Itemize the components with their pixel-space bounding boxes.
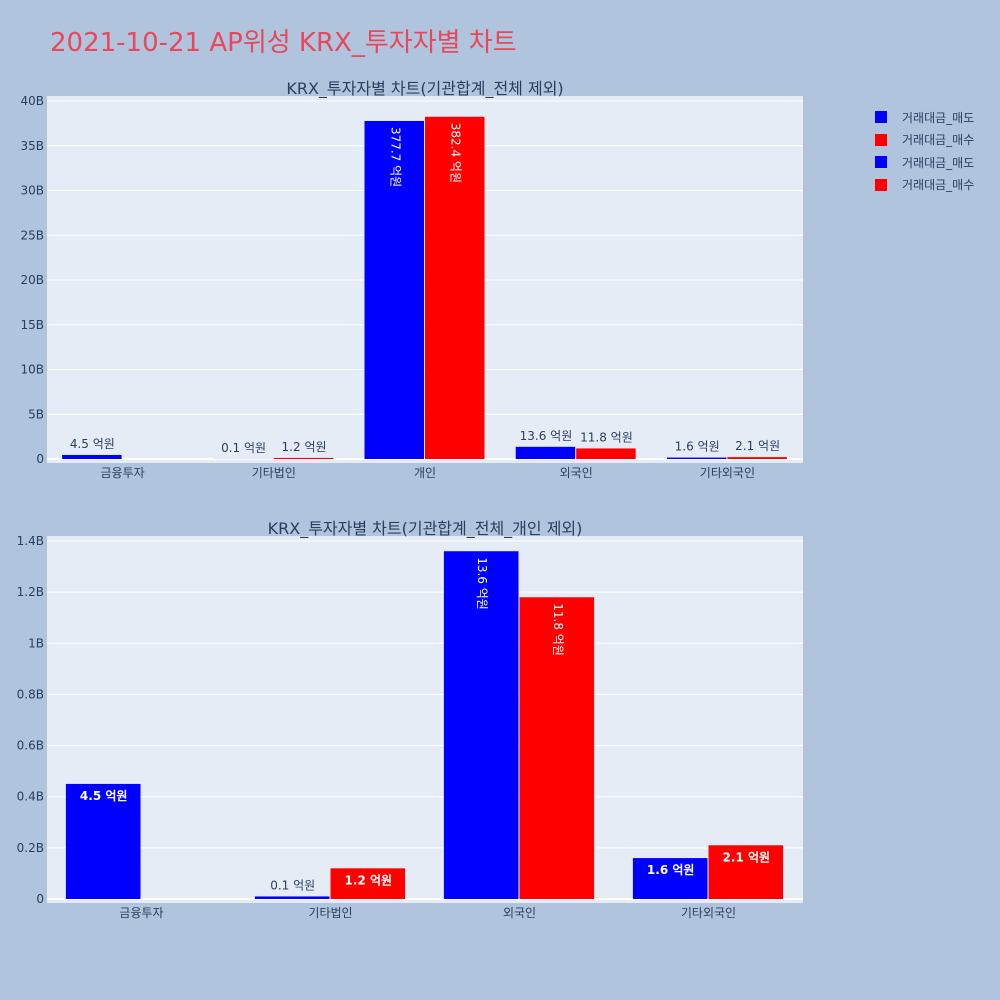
chart-title: KRX_투자자별 차트(기관합계_전체_개인 제외) <box>268 519 583 539</box>
legend-item[interactable]: 거래대금_매수 <box>875 174 974 197</box>
y-tick-label: 1B <box>28 636 44 650</box>
x-tick-label: 기타법인 <box>252 466 296 480</box>
legend-item[interactable]: 거래대금_매도 <box>875 106 974 129</box>
bar <box>632 858 708 899</box>
x-tick-label: 기타법인 <box>308 906 352 920</box>
legend: 거래대금_매도 거래대금_매수 거래대금_매도 거래대금_매수 <box>875 106 974 196</box>
plot-area <box>47 536 803 903</box>
bar <box>425 116 485 459</box>
y-tick-label: 15B <box>20 318 44 332</box>
x-tick-label: 금융투자 <box>101 466 145 480</box>
legend-label: 거래대금_매수 <box>902 178 975 193</box>
data-label: 2.1 억원 <box>735 439 780 453</box>
data-label: 382.4 억원 <box>449 123 463 183</box>
bar <box>666 457 727 459</box>
y-tick-label: 30B <box>20 184 44 198</box>
y-tick-label: 25B <box>20 228 44 242</box>
bar <box>364 120 424 460</box>
x-tick-label: 금융투자 <box>119 906 163 920</box>
legend-label: 거래대금_매도 <box>902 110 975 125</box>
legend-swatch <box>875 156 887 169</box>
data-label: 4.5 억원 <box>80 789 128 803</box>
bar <box>330 868 406 899</box>
data-label: 0.1 억원 <box>270 878 315 892</box>
y-tick-label: 40B <box>20 94 44 108</box>
legend-swatch <box>875 133 887 146</box>
bar <box>708 845 784 899</box>
bar <box>515 446 576 459</box>
bar <box>727 457 787 459</box>
data-label: 1.6 억원 <box>675 440 720 454</box>
data-label: 2.1 억원 <box>723 850 771 864</box>
x-tick-label: 외국인 <box>560 466 593 480</box>
bar <box>62 454 122 459</box>
y-tick-label: 0.6B <box>17 739 44 753</box>
x-tick-label: 기타외국인 <box>700 466 755 480</box>
data-label: 1.6 억원 <box>647 863 695 877</box>
y-tick-label: 20B <box>20 273 44 287</box>
data-label: 4.5 억원 <box>70 437 115 451</box>
x-tick-label: 외국인 <box>503 906 536 920</box>
legend-swatch <box>875 111 887 124</box>
legend-swatch <box>875 178 887 191</box>
y-tick-label: 0.4B <box>17 790 44 804</box>
data-label: 1.2 억원 <box>345 873 393 887</box>
x-tick-label: 기타외국인 <box>681 906 736 920</box>
page-title: 2021-10-21 AP위성 KRX_투자자별 차트 <box>50 28 517 58</box>
data-label: 1.2 억원 <box>282 440 327 454</box>
data-label: 13.6 억원 <box>520 429 573 443</box>
chart-title: KRX_투자자별 차트(기관합계_전체 제외) <box>286 79 563 99</box>
bar <box>576 448 636 459</box>
data-label: 13.6 억원 <box>475 557 489 610</box>
legend-label: 거래대금_매도 <box>902 155 975 170</box>
bar <box>519 597 595 899</box>
y-tick-label: 5B <box>28 407 44 421</box>
y-tick-label: 0.2B <box>17 841 44 855</box>
data-label: 0.1 억원 <box>221 441 266 455</box>
y-tick-label: 1.4B <box>17 534 44 548</box>
y-tick-label: 1.2B <box>17 585 44 599</box>
data-label: 11.8 억원 <box>551 603 565 656</box>
legend-item[interactable]: 거래대금_매수 <box>875 129 974 152</box>
legend-label: 거래대금_매수 <box>902 133 975 148</box>
y-tick-label: 0 <box>36 452 44 466</box>
data-label: 11.8 억원 <box>580 430 633 444</box>
bar <box>254 896 330 899</box>
bar <box>273 457 334 459</box>
x-tick-label: 개인 <box>414 466 436 480</box>
bar <box>443 551 519 899</box>
y-tick-label: 10B <box>20 363 44 377</box>
y-tick-label: 35B <box>20 139 44 153</box>
y-tick-label: 0.8B <box>17 687 44 701</box>
bar <box>65 783 141 899</box>
y-tick-label: 0 <box>36 892 44 906</box>
legend-item[interactable]: 거래대금_매도 <box>875 151 974 174</box>
data-label: 377.7 억원 <box>388 127 402 187</box>
